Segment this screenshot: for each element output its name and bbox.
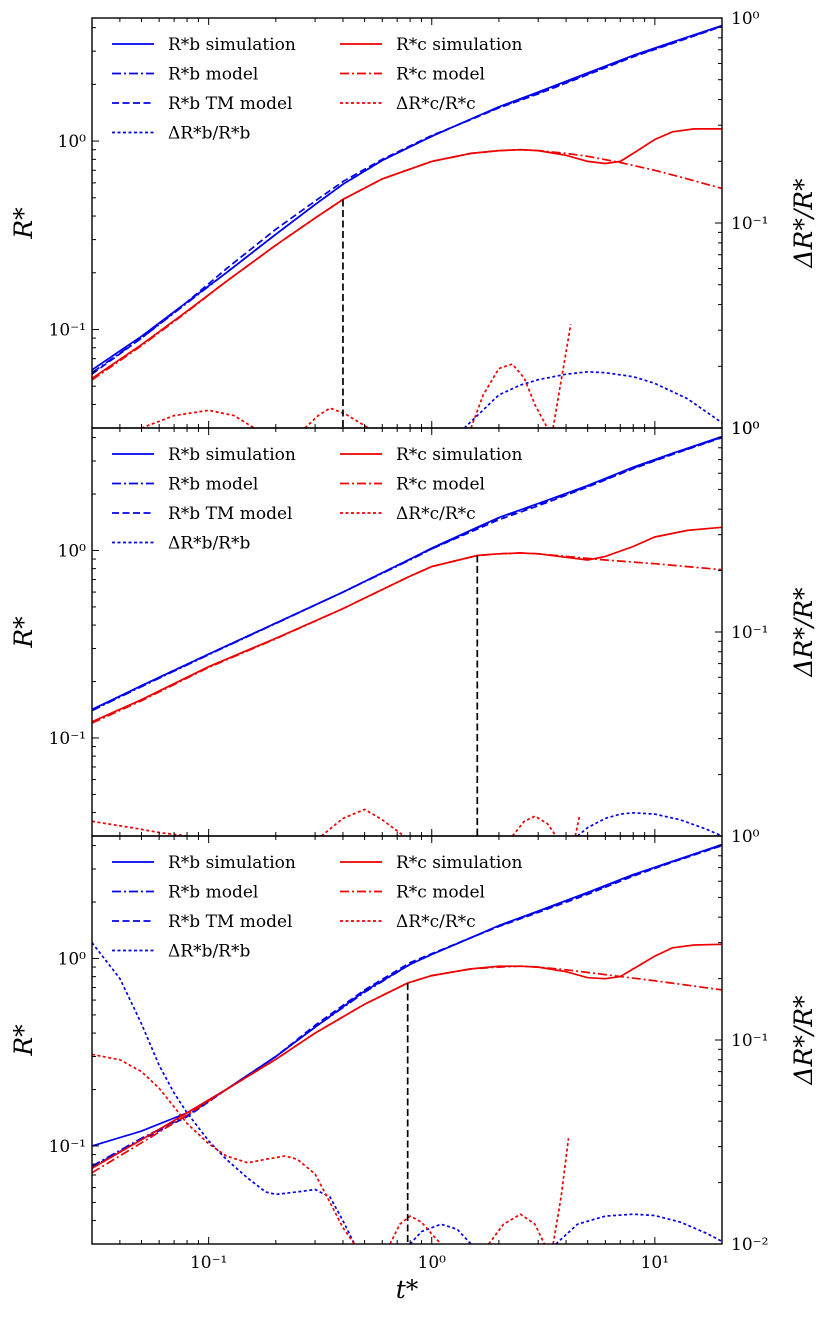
legend-label: ΔR*b/R*b (168, 942, 250, 962)
legend-label: R*b simulation (168, 35, 296, 55)
y-right-tick-label: 10⁻¹ (731, 1031, 768, 1051)
y-left-tick-label: 10⁻¹ (49, 729, 86, 749)
series-line-red-dotted-seg3 (470, 363, 549, 428)
legend-label: R*b model (168, 475, 258, 495)
y-left-axis-title: R* (9, 616, 38, 649)
legend-item: R*b simulation (112, 35, 296, 55)
series-line-red-dotted-seg4 (552, 324, 572, 428)
series-line-red-dotted-seg3 (511, 815, 557, 836)
x-tick-label: 10⁻¹ (190, 1253, 227, 1273)
legend-item: R*b TM model (112, 504, 292, 524)
series-line-red-dotted-seg1 (92, 820, 188, 836)
y-left-tick-label: 10⁰ (58, 949, 87, 969)
series-line-blue-dotted (576, 811, 722, 836)
series-line-red-dotted-seg4 (574, 815, 581, 836)
legend-item: R*b TM model (112, 912, 292, 932)
series-line-red-solid (92, 128, 722, 380)
panel-3: 10⁻¹ 10⁰ 10⁻¹ 10⁻² 10⁻¹ 10⁰ 10¹ R* ΔR*/R* R*b sim… (9, 835, 818, 1273)
legend-label: R*c simulation (396, 445, 523, 465)
legend: R*b simulation R*b model R*b TM model ΔR*b/… (112, 445, 523, 554)
legend-label: R*b model (168, 883, 258, 903)
legend: R*b simulation R*b model R*b TM model ΔR*b/… (112, 853, 523, 962)
series-line-red-dotted-seg2 (304, 407, 369, 428)
legend-item: ΔR*b/R*b (112, 942, 250, 962)
y-right-tick-label: 10⁰ (731, 419, 760, 439)
series-line-red-dotted-seg2 (389, 1215, 442, 1244)
legend-label: ΔR*b/R*b (168, 124, 250, 144)
legend-label: R*b simulation (168, 853, 296, 873)
series-line-red-dotted-seg4 (552, 1138, 570, 1244)
legend-item: ΔR*b/R*b (112, 124, 250, 144)
series-line-red-dotted-seg1 (92, 1053, 356, 1244)
legend-item: ΔR*c/R*c (340, 94, 476, 114)
series-line-red-dotted-seg3 (488, 1213, 546, 1244)
legend-item: R*b TM model (112, 94, 292, 114)
legend-label: R*b model (168, 65, 258, 85)
series-line-red-solid (92, 526, 722, 723)
legend-label: ΔR*c/R*c (396, 504, 476, 524)
legend: R*b simulation R*b model R*b TM model ΔR*b/… (112, 35, 523, 144)
legend-label: ΔR*c/R*c (396, 94, 476, 114)
x-tick-label: 10¹ (641, 1253, 669, 1273)
legend-item: R*b model (112, 475, 258, 495)
legend-label: ΔR*c/R*c (396, 912, 476, 932)
y-right-axis-title: ΔR*/R* (789, 178, 818, 269)
y-right-tick-label: 10⁻¹ (731, 623, 768, 643)
legend-item: R*c model (340, 883, 485, 903)
y-right-tick-label: 10⁰ (731, 827, 760, 847)
y-right-tick-label: 10⁰ (731, 9, 760, 29)
legend-item: R*b simulation (112, 853, 296, 873)
legend-label: R*c simulation (396, 35, 523, 55)
series-line-red-dotted-seg1 (141, 409, 255, 428)
legend-label: R*b TM model (168, 912, 292, 932)
y-right-tick-label: 10⁰ (731, 419, 760, 439)
y-right-tick-label: 10⁻² (731, 1235, 768, 1255)
series-line-blue-dotted-seg3 (555, 1213, 722, 1244)
legend-item: R*c model (340, 65, 485, 85)
legend-item: R*c simulation (340, 853, 523, 873)
x-axis-title: t* (396, 1275, 419, 1304)
legend-item: R*b model (112, 65, 258, 85)
series-line-blue-dotted (463, 370, 722, 428)
y-right-axis-title: ΔR*/R* (789, 995, 818, 1086)
legend-item: ΔR*c/R*c (340, 504, 476, 524)
y-left-tick-label: 10⁻¹ (49, 320, 86, 340)
legend-label: R*b TM model (168, 94, 292, 114)
legend-item: R*c model (340, 475, 485, 495)
legend-label: ΔR*b/R*b (168, 534, 250, 554)
legend-label: R*b TM model (168, 504, 292, 524)
legend-item: ΔR*c/R*c (340, 912, 476, 932)
series-line-red-dashdot (92, 148, 722, 381)
series-line-blue-dashed (92, 436, 722, 711)
y-left-axis-title: R* (9, 1024, 38, 1057)
series-line-blue-dashed (92, 25, 722, 375)
y-right-axis-title: ΔR*/R* (789, 587, 818, 678)
series-line-red-dashdot (92, 552, 722, 724)
legend-label: R*c model (396, 883, 485, 903)
y-left-tick-label: 10⁰ (58, 132, 87, 152)
legend-item: R*c simulation (340, 445, 523, 465)
legend-label: R*c simulation (396, 853, 523, 873)
legend-label: R*b simulation (168, 445, 296, 465)
y-left-tick-label: 10⁻¹ (49, 1137, 86, 1157)
series-line-blue-dotted-seg2 (409, 1223, 472, 1244)
series-line-blue-dotted-seg1 (92, 942, 356, 1244)
legend-item: R*b simulation (112, 445, 296, 465)
legend-item: R*b model (112, 883, 258, 903)
legend-item: ΔR*b/R*b (112, 534, 250, 554)
x-tick-label: 10⁰ (418, 1253, 447, 1273)
series-line-red-dotted-seg2 (320, 808, 405, 836)
series-line-blue-dashed (92, 844, 722, 1168)
legend-item: R*c simulation (340, 35, 523, 55)
y-right-tick-label: 10⁻¹ (731, 214, 768, 234)
series-line-blue-dashdot (92, 25, 722, 374)
legend-label: R*c model (396, 65, 485, 85)
legend-label: R*c model (396, 475, 485, 495)
y-left-tick-label: 10⁰ (58, 541, 87, 561)
series-line-red-dashdot (92, 965, 722, 1174)
y-left-axis-title: R* (9, 207, 38, 240)
